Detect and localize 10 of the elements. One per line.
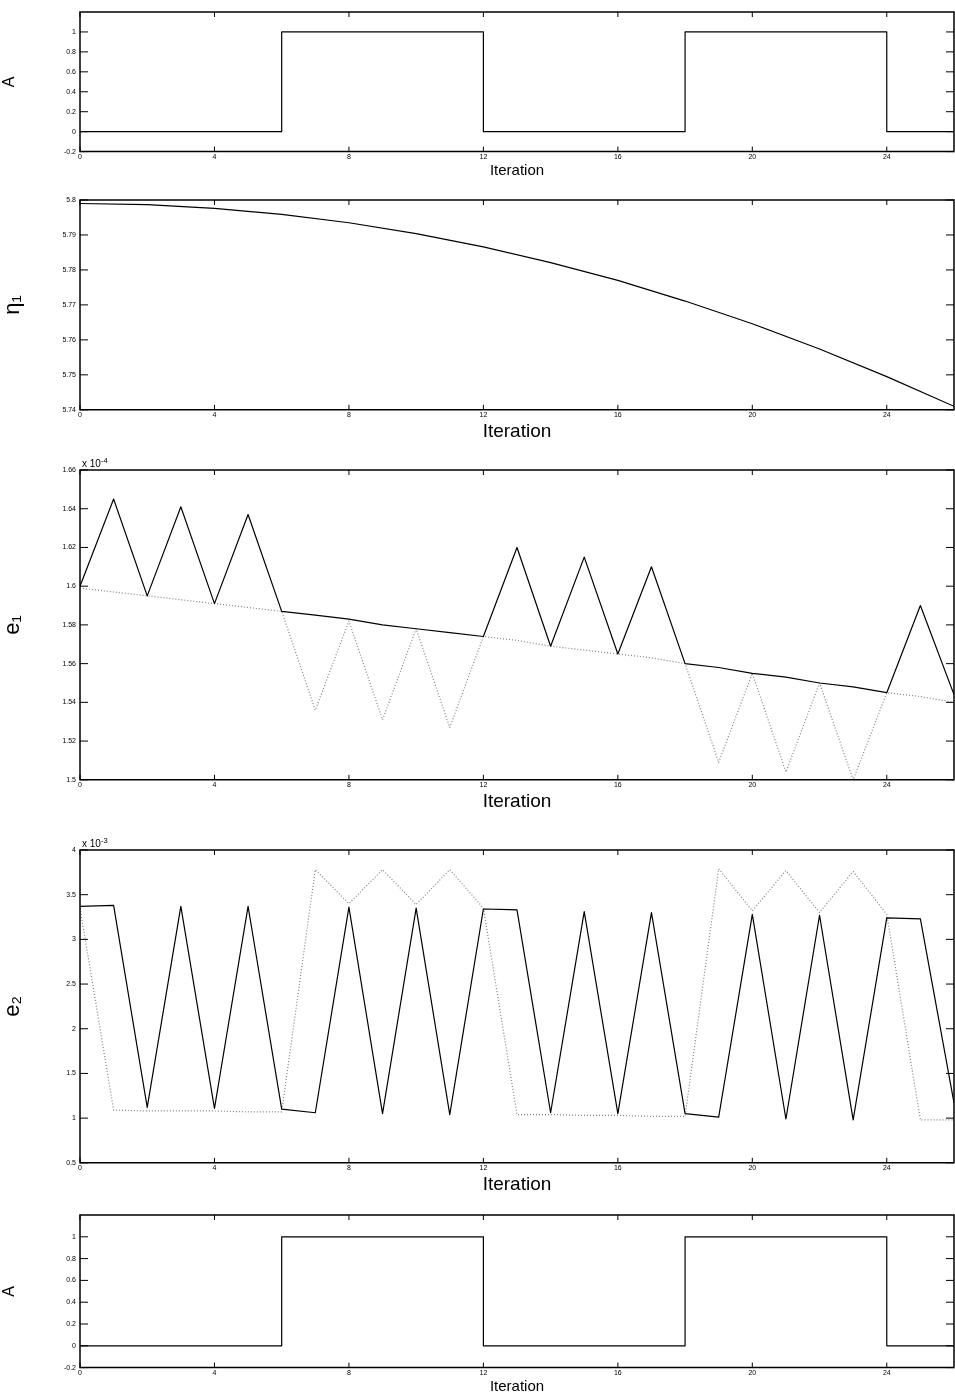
y-axis-title: A — [0, 1285, 18, 1297]
y-axis-title: A — [0, 76, 18, 88]
y-axis-title: η₁ — [0, 295, 25, 315]
x-axis-title: Iteration — [489, 1377, 545, 1395]
x-axis-title: Iteration — [482, 419, 552, 441]
x-axis-title: Iteration — [482, 1172, 552, 1194]
y-axis-title: e₂ — [0, 996, 25, 1017]
x-axis-title: Iteration — [489, 161, 545, 179]
y-axis-title: e₁ — [0, 615, 25, 635]
x-axis-title: Iteration — [482, 789, 552, 811]
